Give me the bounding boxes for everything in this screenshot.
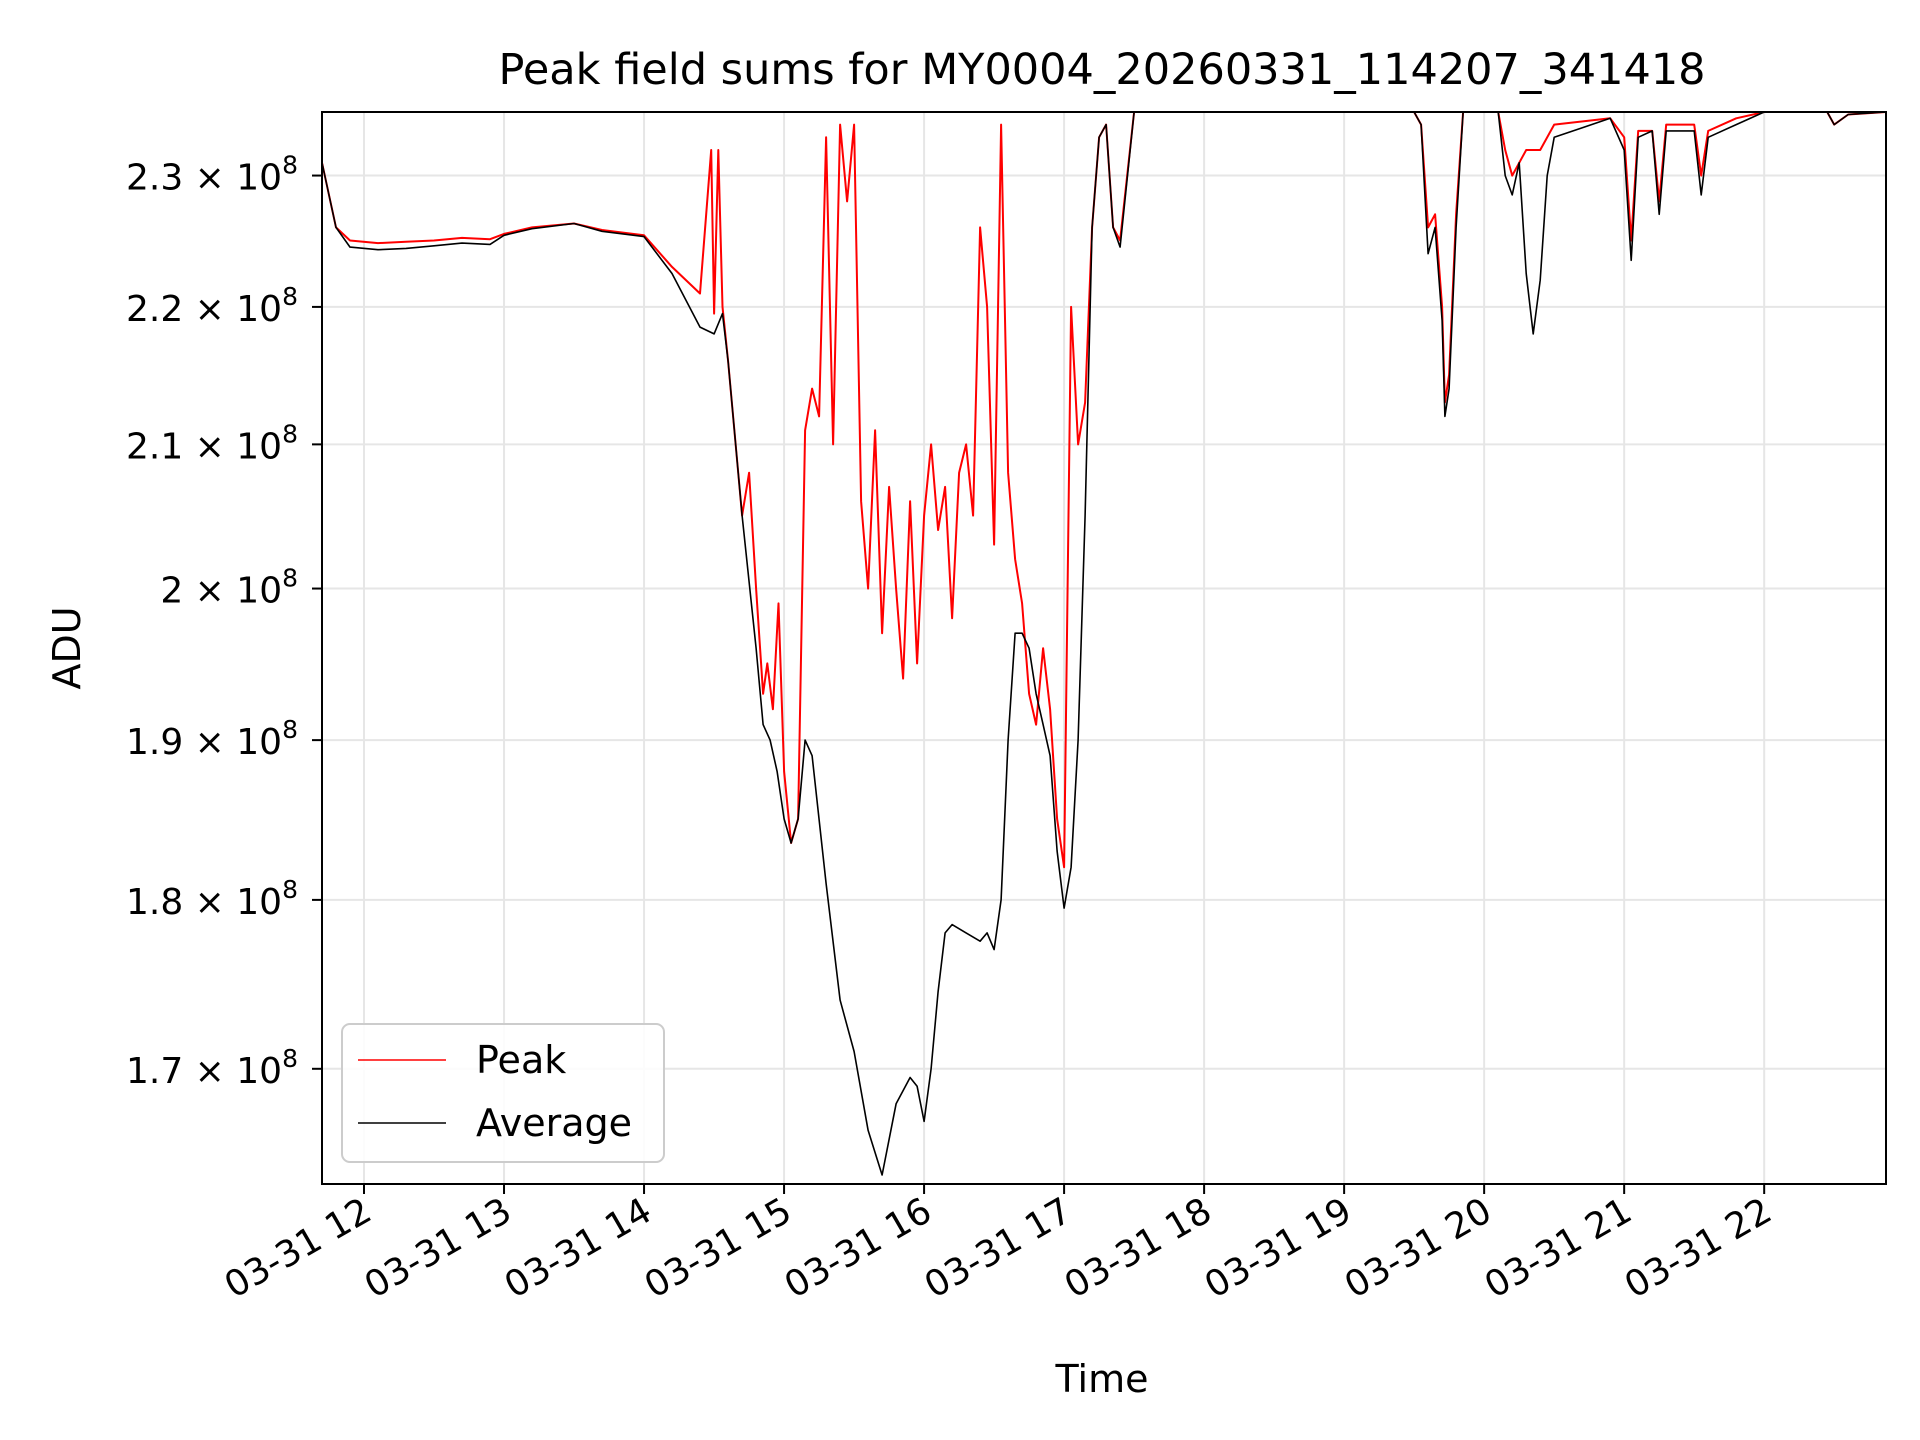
y-axis-label: ADU	[45, 606, 89, 689]
series-line-peak	[322, 112, 1886, 869]
y-tick-label: 1.7 × 108	[126, 1044, 298, 1092]
legend-label-peak: Peak	[476, 1038, 566, 1082]
y-tick-exponent: 8	[282, 564, 298, 593]
y-tick-label: 2 × 108	[160, 564, 298, 612]
y-tick-mantissa: 2.3 × 10	[126, 158, 282, 199]
y-tick-mantissa: 1.9 × 10	[126, 722, 282, 763]
grid-lines	[322, 112, 1886, 1184]
y-tick-mantissa: 1.8 × 10	[126, 882, 282, 923]
y-tick-label: 1.8 × 108	[126, 875, 298, 923]
legend: Peak Average	[341, 1023, 665, 1163]
y-tick-exponent: 8	[282, 151, 298, 180]
legend-label-average: Average	[476, 1101, 632, 1145]
y-tick-mantissa: 2.2 × 10	[126, 289, 282, 330]
y-tick-mantissa: 2 × 10	[160, 571, 282, 612]
legend-box	[341, 1023, 665, 1163]
series-layer	[322, 112, 1886, 1176]
y-tick-label: 2.1 × 108	[126, 419, 298, 467]
x-axis-label: Time	[1055, 1357, 1149, 1401]
y-tick-mantissa: 2.1 × 10	[126, 426, 282, 467]
y-tick-exponent: 8	[282, 419, 298, 448]
y-tick-exponent: 8	[282, 282, 298, 311]
plot-frame	[321, 111, 1887, 1185]
series-line-average	[322, 112, 1886, 1176]
y-tick-label: 1.9 × 108	[126, 715, 298, 763]
y-tick-label: 2.2 × 108	[126, 282, 298, 330]
chart-title: Peak field sums for MY0004_20260331_1142…	[498, 45, 1705, 95]
y-tick-mantissa: 1.7 × 10	[126, 1051, 282, 1092]
plot-area	[322, 112, 1886, 1176]
y-tick-label: 2.3 × 108	[126, 151, 298, 199]
y-tick-exponent: 8	[282, 1044, 298, 1073]
y-tick-exponent: 8	[282, 875, 298, 904]
y-tick-exponent: 8	[282, 715, 298, 744]
